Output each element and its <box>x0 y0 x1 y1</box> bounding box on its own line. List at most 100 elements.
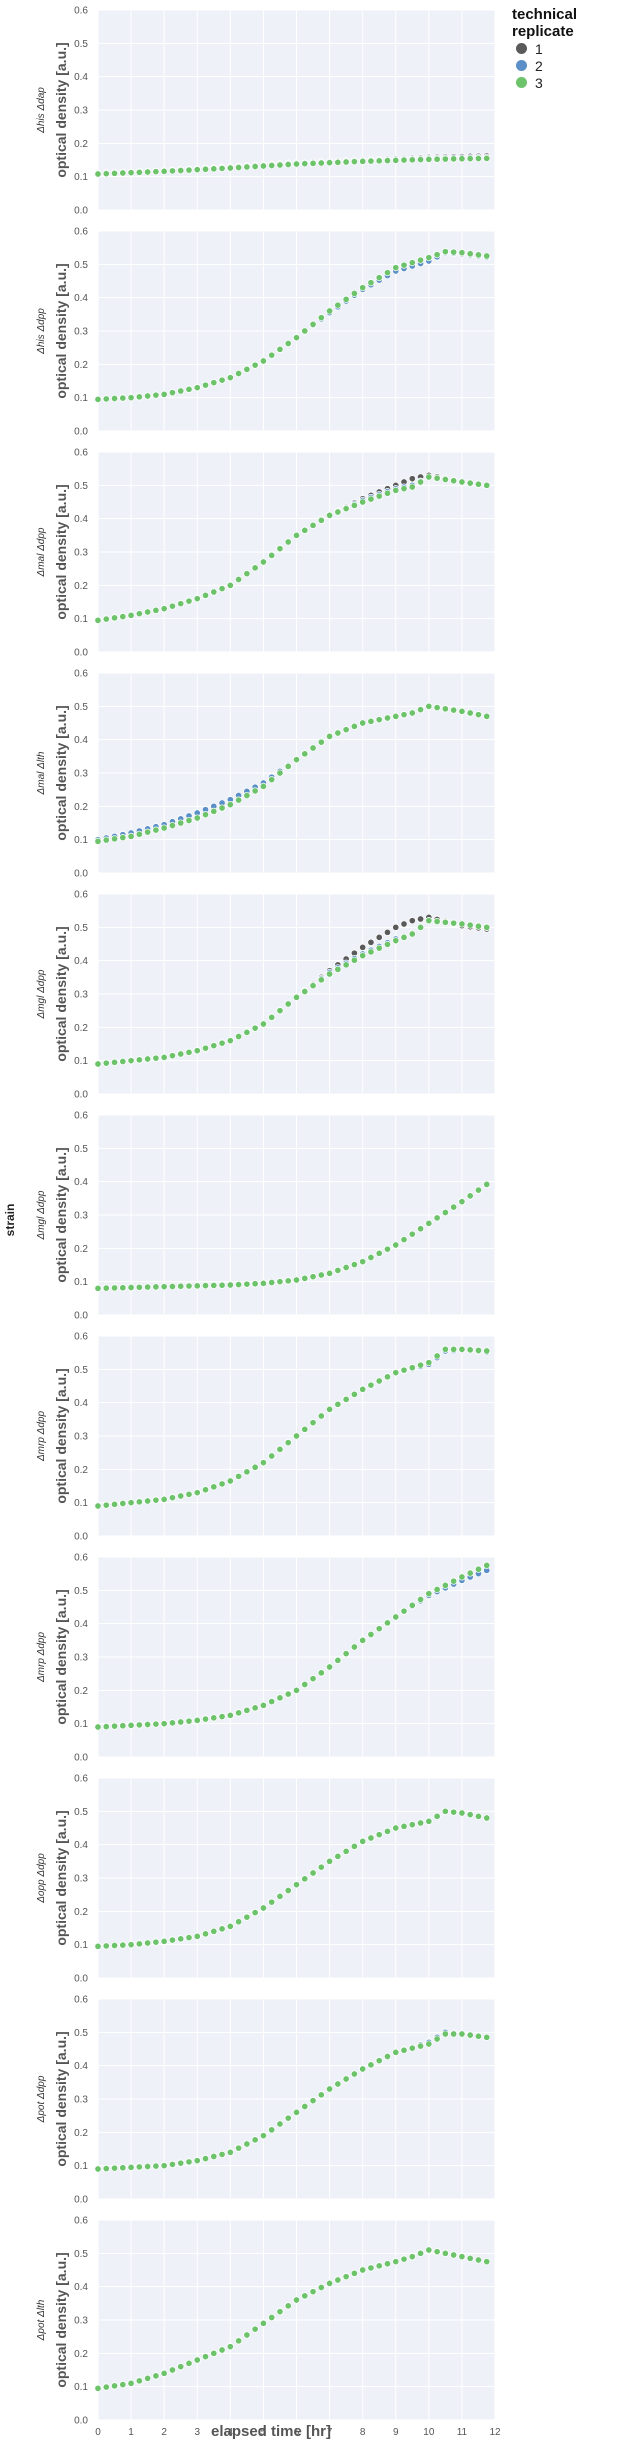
data-point-rep-3 <box>425 1219 433 1227</box>
data-point-rep-3 <box>458 707 466 715</box>
data-point-rep-3 <box>135 393 143 401</box>
data-point-rep-3 <box>235 1918 243 1926</box>
data-point-rep-3 <box>94 1060 102 1068</box>
data-point-rep-3 <box>210 2349 218 2357</box>
data-point-rep-3 <box>326 1857 334 1865</box>
data-point-rep-3 <box>433 1352 441 1360</box>
y-axis-label: optical density [a.u.] <box>53 1589 69 1724</box>
data-point-rep-3 <box>483 252 491 260</box>
data-point-rep-3 <box>367 2061 375 2069</box>
data-point-rep-3 <box>433 1585 441 1594</box>
legend-label-2: 2 <box>535 57 543 74</box>
data-point-rep-3 <box>152 1938 160 1946</box>
y-axis-label: optical density [a.u.] <box>53 2031 69 2166</box>
data-point-rep-3 <box>342 1847 350 1855</box>
data-point-rep-3 <box>144 828 152 836</box>
facet-panel: 0.0 0.1 0.2 0.3 0.4 0.5 0.6 optical density [a.… <box>36 1995 496 2206</box>
data-point-rep-3 <box>251 787 259 795</box>
data-point-rep-3 <box>102 615 110 623</box>
data-point-rep-3 <box>292 1432 301 1440</box>
data-point-rep-3 <box>235 163 243 172</box>
data-point-rep-3 <box>152 606 160 614</box>
data-point-rep-3 <box>466 2254 474 2262</box>
data-point-rep-3 <box>168 1282 176 1291</box>
data-point-rep-3 <box>450 1808 458 1816</box>
x-tick-label: 4 <box>228 2427 234 2438</box>
data-point-rep-3 <box>359 498 367 506</box>
y-tick-label: 0.4 <box>74 956 88 967</box>
data-point-rep-3 <box>292 160 301 168</box>
data-point-rep-3 <box>350 722 358 730</box>
y-tick-label: 0.6 <box>74 1332 88 1343</box>
data-point-rep-3 <box>177 819 185 827</box>
x-tick-label: 9 <box>393 2427 399 2438</box>
data-point-rep-3 <box>259 1701 267 1709</box>
data-point-rep-3 <box>152 1496 160 1504</box>
data-point-rep-3 <box>127 169 135 177</box>
data-point-rep-3 <box>201 381 210 389</box>
data-point-rep-3 <box>94 2165 102 2173</box>
y-tick-label: 0.0 <box>74 2195 88 2206</box>
data-point-rep-3 <box>152 1283 160 1291</box>
data-point-rep-3 <box>350 1842 358 1850</box>
data-point-rep-3 <box>119 1941 127 1949</box>
data-point-rep-3 <box>193 595 201 603</box>
data-point-rep-1 <box>375 933 383 941</box>
data-point-rep-3 <box>243 1706 251 1714</box>
data-point-rep-3 <box>417 1361 425 1369</box>
data-point-rep-3 <box>160 1937 168 1945</box>
data-point-rep-3 <box>301 1425 309 1433</box>
data-point-rep-3 <box>483 481 491 489</box>
data-point-rep-3 <box>383 2260 392 2268</box>
x-tick-label: 3 <box>194 2427 200 2438</box>
data-point-rep-3 <box>326 1269 334 1277</box>
data-point-rep-3 <box>102 1501 110 1509</box>
y-axis-label: optical density [a.u.] <box>53 263 69 398</box>
data-point-rep-3 <box>450 1577 458 1585</box>
data-point-rep-3 <box>152 826 160 834</box>
y-tick-label: 0.3 <box>74 1432 88 1443</box>
y-tick-label: 0.4 <box>74 514 88 525</box>
data-point-rep-3 <box>284 2114 292 2122</box>
data-point-rep-3 <box>168 602 176 610</box>
data-point-rep-3 <box>292 2108 301 2116</box>
data-point-rep-3 <box>144 1939 152 1947</box>
data-point-rep-3 <box>284 160 292 169</box>
data-point-rep-3 <box>359 1837 367 1845</box>
data-point-rep-3 <box>450 2030 458 2038</box>
data-point-rep-3 <box>350 158 358 166</box>
data-point-rep-3 <box>350 956 358 964</box>
data-point-rep-3 <box>152 2372 160 2380</box>
y-tick-label: 0.5 <box>74 1807 88 1818</box>
data-point-rep-3 <box>392 1369 400 1377</box>
data-point-rep-3 <box>276 1445 284 1453</box>
data-point-rep-3 <box>433 251 441 259</box>
x-tick-label: 10 <box>423 2427 435 2438</box>
data-point-rep-3 <box>218 1039 226 1047</box>
data-point-rep-3 <box>334 1400 342 1408</box>
data-point-rep-3 <box>276 345 284 353</box>
data-point-rep-3 <box>367 495 375 503</box>
y-tick-label: 0.5 <box>74 1144 88 1155</box>
y-tick-label: 0.3 <box>74 2095 88 2106</box>
y-tick-label: 0.4 <box>74 1398 88 1409</box>
y-tick-label: 0.3 <box>74 1211 88 1222</box>
data-point-rep-3 <box>251 1024 259 1032</box>
data-point-rep-3 <box>160 605 168 613</box>
data-point-rep-3 <box>483 1180 491 1188</box>
data-point-rep-3 <box>152 168 160 176</box>
data-point-rep-3 <box>383 714 392 722</box>
data-point-rep-3 <box>334 1852 342 1860</box>
data-point-rep-3 <box>102 1723 110 1731</box>
data-point-rep-3 <box>102 2165 110 2173</box>
y-axis-label: optical density [a.u.] <box>53 1368 69 1503</box>
data-point-rep-3 <box>251 1280 259 1288</box>
legend-item-1: 1 <box>512 40 642 57</box>
data-point-rep-3 <box>450 1345 458 1353</box>
x-tick-label: 1 <box>128 2427 134 2438</box>
data-point-rep-3 <box>259 1279 267 1287</box>
data-point-rep-3 <box>284 1000 292 1008</box>
data-point-rep-3 <box>350 501 358 509</box>
data-point-rep-3 <box>450 248 458 256</box>
x-axis-label: elapsed time [hr] <box>211 2423 331 2440</box>
